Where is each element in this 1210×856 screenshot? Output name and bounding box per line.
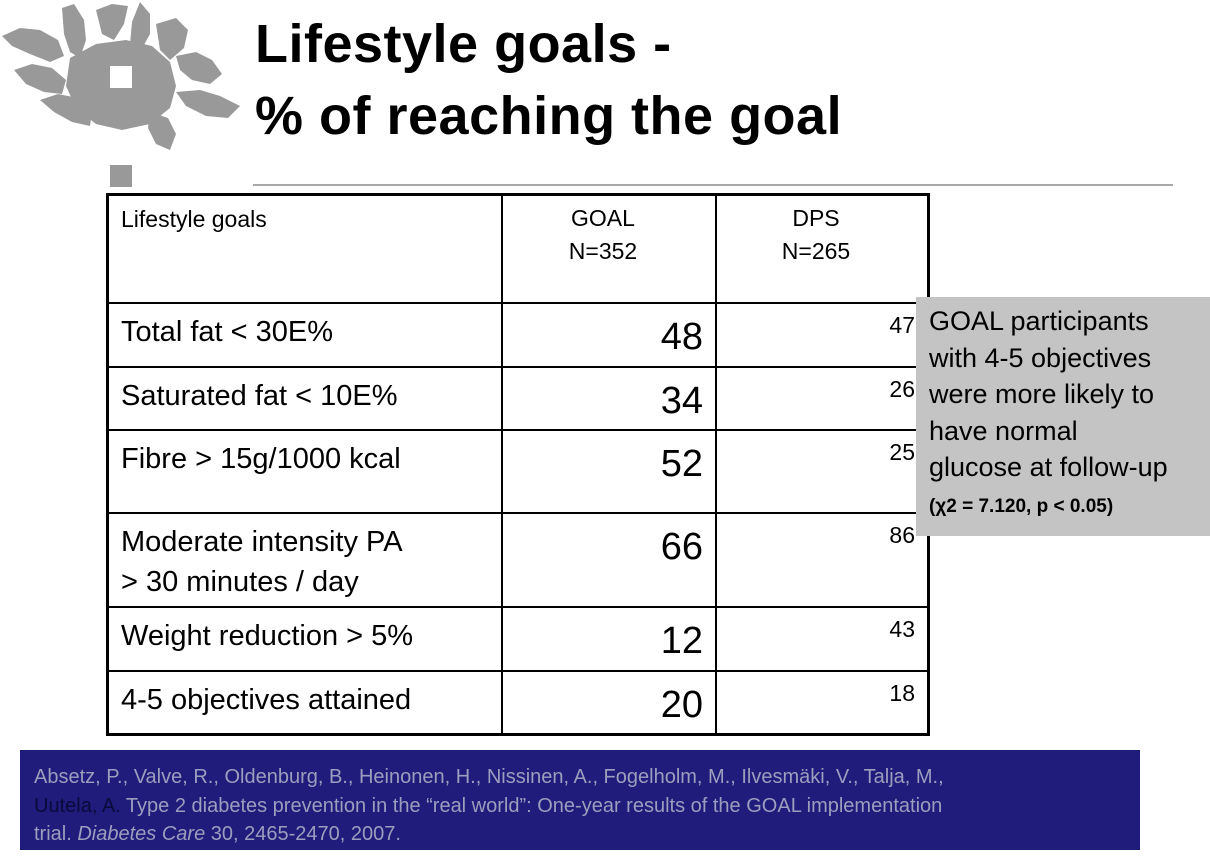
goal-label: Weight reduction > 5% [106, 606, 503, 672]
title-line-2: % of reaching the goal [255, 86, 843, 146]
dps-percent: 26 [715, 366, 930, 431]
note-line: glucose at follow-up [929, 452, 1168, 482]
header-lifestyle-goals: Lifestyle goals [106, 193, 503, 304]
header-dps-label: DPS [792, 205, 840, 231]
goal-label: Moderate intensity PA > 30 minutes / day [106, 512, 503, 608]
dps-percent: 86 [715, 512, 930, 608]
note-line: were more likely to [929, 379, 1155, 409]
note-line: have normal [929, 415, 1078, 446]
goal-percent: 20 [501, 670, 717, 735]
result-note-box: GOAL participants with 4-5 objectives we… [916, 297, 1210, 536]
header-dps-n: N=265 [781, 238, 851, 264]
goal-label-line-1: Moderate intensity PA [121, 526, 403, 558]
note-line: GOAL participants [929, 306, 1149, 336]
header-goal-label: GOAL [571, 205, 635, 231]
table-row: Weight reduction > 5% 12 43 [106, 606, 930, 672]
table-row: Moderate intensity PA > 30 minutes / day… [106, 512, 930, 608]
reference-line-3: trial. Diabetes Care 30, 2465-2470, 2007… [34, 820, 1124, 849]
slide-title: Lifestyle goals - % of reaching the goal [255, 8, 842, 152]
title-line-1: Lifestyle goals - [255, 14, 672, 74]
table-header-row: Lifestyle goals GOAL N=352 DPS N=265 [106, 193, 930, 304]
goal-percent: 52 [501, 429, 717, 514]
reference-box: Absetz, P., Valve, R., Oldenburg, B., He… [20, 750, 1140, 850]
goal-label: Fibre > 15g/1000 kcal [106, 429, 503, 514]
goal-percent: 48 [501, 302, 717, 368]
goal-percent: 34 [501, 366, 717, 431]
dps-percent: 43 [715, 606, 930, 672]
chi-square-statistic: (χ2 = 7.120, p < 0.05) [929, 495, 1114, 517]
goal-percent: 12 [501, 606, 717, 672]
header-goal: GOAL N=352 [501, 193, 717, 304]
lifestyle-goals-table: Lifestyle goals GOAL N=352 DPS N=265 Tot… [106, 193, 930, 736]
dps-percent: 47 [715, 302, 930, 368]
dps-percent: 25 [715, 429, 930, 514]
university-flame-logo [2, 2, 240, 187]
reference-line-2: Uutela, A. Type 2 diabetes prevention in… [34, 792, 1124, 821]
note-text: GOAL participants with 4-5 objectives we… [929, 303, 1210, 486]
table-row: Total fat < 30E% 48 47 [106, 302, 930, 368]
goal-label: Total fat < 30E% [106, 302, 503, 368]
dps-percent: 18 [715, 670, 930, 735]
reference-authors: Absetz, P., Valve, R., Oldenburg, B., He… [34, 766, 944, 788]
title-divider [253, 184, 1173, 186]
header-goal-n: N=352 [568, 238, 638, 264]
reference-title-end: trial. [34, 823, 78, 845]
table-row: 4-5 objectives attained 20 18 [106, 670, 930, 735]
goal-label-line-2: > 30 minutes / day [121, 566, 359, 598]
goal-label: 4-5 objectives attained [106, 670, 503, 735]
reference-title: Type 2 diabetes prevention in the “real … [120, 794, 943, 817]
table-row: Saturated fat < 10E% 34 26 [106, 366, 930, 431]
reference-volume: 30, 2465-2470, 2007. [205, 823, 401, 845]
note-line: with 4-5 objectives [929, 342, 1152, 373]
header-dps: DPS N=265 [715, 193, 930, 304]
goal-percent: 66 [501, 512, 717, 608]
table-row: Fibre > 15g/1000 kcal 52 25 [106, 429, 930, 514]
goal-label: Saturated fat < 10E% [106, 366, 503, 431]
reference-author-last: Uutela, A. [34, 794, 121, 817]
reference-journal: Diabetes Care [77, 823, 206, 845]
